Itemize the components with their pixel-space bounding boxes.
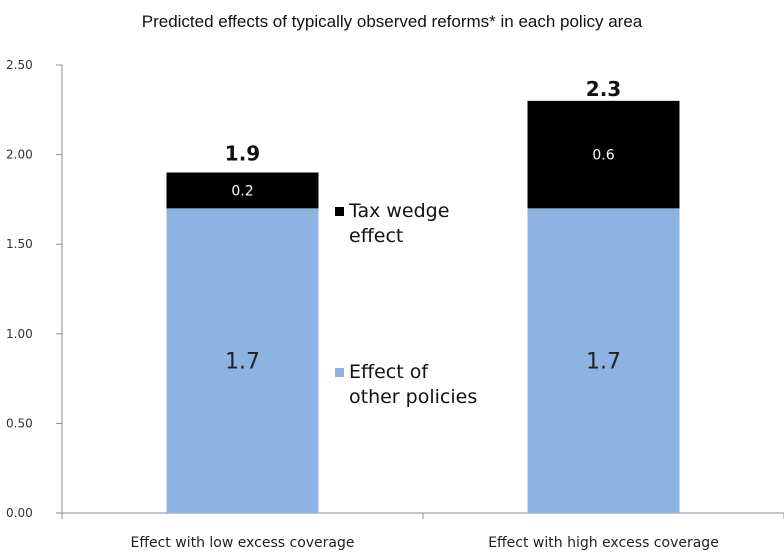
legend-label: effect [349,225,403,247]
x-category-label: Effect with low excess coverage [131,535,355,551]
bar-segment [527,208,680,514]
bar-segment [166,208,319,514]
bar-total-label: 2.3 [586,77,621,101]
bar-total-label: 1.9 [225,141,260,165]
legend-label: Effect of [349,361,429,383]
legend-label: other policies [349,386,477,408]
bar-data-label: 0.2 [231,183,253,199]
y-tick-label: 0.00 [6,506,33,520]
chart-title: Predicted effects of typically observed … [141,12,643,31]
bar-segment [166,172,319,209]
y-tick-label: 2.00 [6,148,33,162]
bar-data-label: 0.6 [592,148,614,164]
bar-segment [527,100,680,209]
legend-swatch [335,207,344,216]
bar-data-label: 1.7 [586,350,621,375]
y-tick-label: 0.50 [6,416,33,430]
legend-swatch [335,368,344,377]
legend-label: Tax wedge [348,200,449,222]
y-tick-label: 2.50 [6,58,33,72]
bar-data-label: 1.7 [225,350,260,375]
y-tick-label: 1.00 [6,327,33,341]
x-category-label: Effect with high excess coverage [488,535,719,551]
y-tick-label: 1.50 [6,237,33,251]
